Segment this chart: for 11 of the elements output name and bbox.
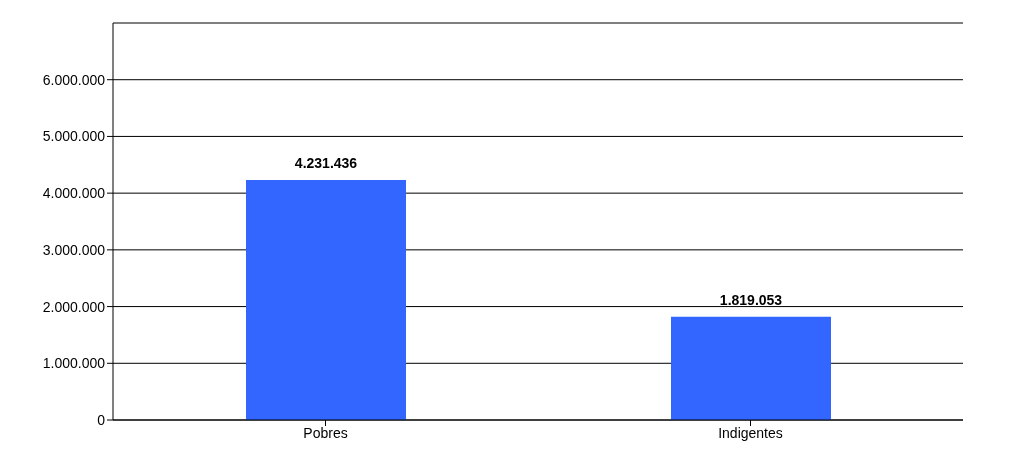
y-tick-label: 4.000.000 (42, 185, 106, 202)
y-tick-label: 1.000.000 (42, 355, 106, 372)
y-tick-label: 6.000.000 (42, 71, 106, 88)
data-label: 1.819.053 (719, 291, 783, 308)
y-tick-label: 5.000.000 (42, 128, 106, 145)
y-tick-label: 2.000.000 (42, 298, 106, 315)
data-label: 4.231.436 (294, 155, 358, 172)
x-tick-label: Pobres (303, 424, 348, 441)
y-tick-label: 3.000.000 (42, 241, 106, 258)
x-tick-label: Indigentes (718, 424, 783, 441)
y-tick-label: 0 (97, 411, 106, 428)
